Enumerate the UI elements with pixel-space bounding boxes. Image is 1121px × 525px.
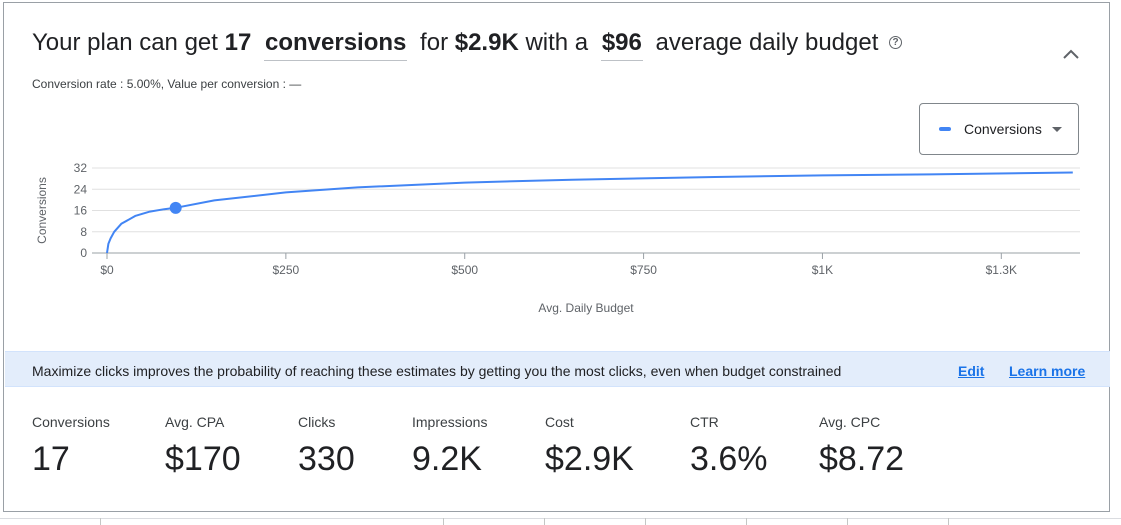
metric-avg-cpc: Avg. CPC $8.72 — [819, 414, 904, 479]
x-tick-label: $500 — [451, 263, 478, 277]
metric-value: 17 — [32, 440, 70, 478]
metric-value: 9.2K — [412, 440, 482, 478]
column-divider — [746, 518, 747, 525]
y-axis-title: Conversions — [35, 177, 49, 244]
metric-ctr: CTR 3.6% — [690, 414, 768, 479]
metric-value: $170 — [165, 440, 241, 478]
metric-value: 330 — [298, 440, 355, 478]
x-axis-title: Avg. Daily Budget — [538, 301, 634, 315]
edit-link[interactable]: Edit — [958, 363, 985, 379]
metric-label: Avg. CPC — [819, 414, 881, 430]
metric-label: Clicks — [298, 414, 336, 430]
x-tick-label: $0 — [100, 263, 114, 277]
y-tick-label: 24 — [74, 182, 88, 196]
column-divider — [847, 518, 848, 525]
conversions-series-line — [106, 171, 1073, 254]
column-divider — [544, 518, 545, 525]
daily-budget-dropdown[interactable]: $96 — [600, 30, 643, 61]
metric-cost: Cost $2.9K — [545, 414, 634, 479]
legend-label: Conversions — [964, 121, 1042, 137]
headline-suffix: average daily budget — [655, 29, 879, 56]
headline-conversions-count: 17 — [224, 29, 252, 56]
y-tick-label: 16 — [74, 204, 88, 218]
learn-more-link[interactable]: Learn more — [1009, 363, 1086, 379]
x-tick-label: $250 — [273, 263, 300, 277]
column-divider — [645, 518, 646, 525]
metric-value: 3.6% — [690, 440, 768, 478]
headline-for-text: for — [420, 29, 449, 56]
table-divider — [0, 518, 1121, 519]
metric-label: Impressions — [412, 414, 488, 430]
column-divider — [443, 518, 444, 525]
current-budget-point — [169, 201, 182, 214]
metric-label: Avg. CPA — [165, 414, 225, 430]
legend-swatch — [939, 127, 951, 131]
metric-clicks: Clicks 330 — [298, 414, 355, 479]
metric-impressions: Impressions 9.2K — [412, 414, 487, 479]
metric-value: $2.9K — [545, 440, 634, 478]
x-tick-label: $1K — [812, 263, 833, 277]
headline-cost: $2.9K — [454, 29, 519, 56]
banner-message: Maximize clicks improves the probability… — [32, 363, 842, 379]
forecast-card: Your plan can get 17 conversions for $2.… — [3, 2, 1110, 512]
chevron-up-icon[interactable] — [1061, 47, 1081, 61]
column-divider — [948, 518, 949, 525]
x-tick-label: $1.3K — [986, 263, 1017, 277]
headline-with-text: with a — [525, 29, 589, 56]
metric-value: $8.72 — [819, 440, 905, 478]
metric-label: Cost — [545, 414, 574, 430]
conversions-forecast-chart: 0 8 16 24 32 $0 $250 $500 $750 $1K $1.3K Conversion… — [35, 161, 1080, 315]
metric-avg-cpa: Avg. CPA $170 — [165, 414, 241, 479]
headline-prefix: Your plan can get — [32, 29, 218, 56]
conversion-rate-summary: Conversion rate : 5.00%, Value per conve… — [32, 77, 302, 91]
y-tick-label: 0 — [80, 246, 87, 260]
help-circle-icon[interactable]: ? — [889, 36, 903, 49]
forecast-headline: Your plan can get 17 conversions for $2.… — [32, 29, 903, 61]
metric-label: Conversions — [32, 414, 110, 430]
chart-metric-selector[interactable]: Conversions — [919, 103, 1079, 155]
y-tick-label: 32 — [74, 161, 88, 175]
metric-conversions: Conversions 17 — [32, 414, 110, 479]
conversions-metric-dropdown[interactable]: conversions — [263, 30, 408, 61]
x-tick-label: $750 — [630, 263, 657, 277]
metric-label: CTR — [690, 414, 719, 430]
column-divider — [100, 518, 101, 525]
bid-strategy-banner: Maximize clicks improves the probability… — [5, 351, 1110, 387]
caret-down-icon — [1051, 126, 1062, 132]
y-tick-label: 8 — [80, 225, 87, 239]
